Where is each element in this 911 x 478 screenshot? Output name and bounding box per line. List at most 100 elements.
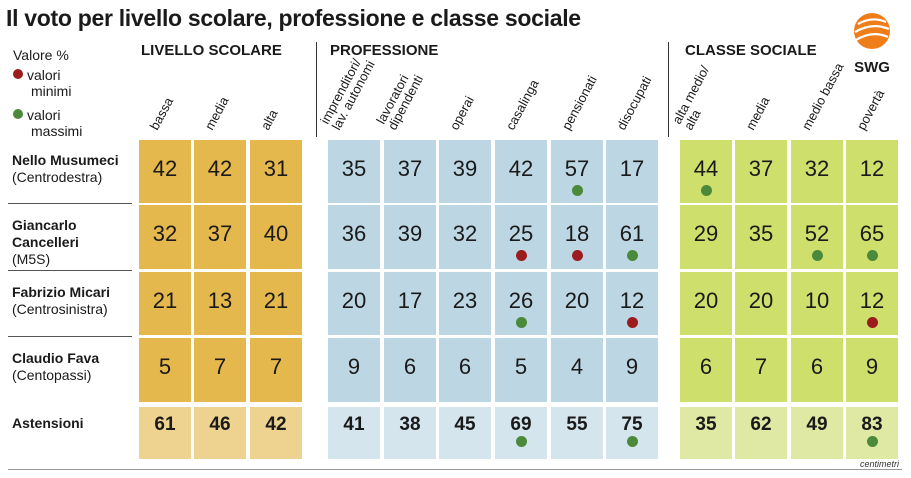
group-separator (668, 42, 669, 137)
table-cell (139, 338, 191, 402)
cell-value: 55 (566, 414, 588, 435)
max-marker-icon (701, 185, 712, 196)
table-cell (250, 407, 302, 459)
table-cell (606, 407, 658, 459)
max-marker-icon (867, 436, 878, 447)
table-cell (139, 272, 191, 335)
cell-value: 17 (619, 156, 645, 181)
row-separator (8, 270, 132, 271)
table-cell (495, 338, 547, 402)
table-cell (791, 272, 843, 335)
table-cell (439, 205, 491, 269)
cell-value: 29 (693, 221, 719, 246)
table-cell (551, 272, 603, 335)
cell-value: 4 (570, 354, 584, 379)
cell-value: 45 (454, 414, 476, 435)
cell-value: 9 (625, 354, 639, 379)
column-header: lavoratori dipendenti (373, 72, 427, 133)
cell-value: 42 (265, 414, 287, 435)
cell-value: 42 (508, 156, 534, 181)
group-title-sociale: CLASSE SOCIALE (685, 42, 817, 59)
max-marker-icon (627, 436, 638, 447)
column-header: alta (257, 106, 281, 133)
cell-value: 46 (209, 414, 231, 435)
table-cell (139, 205, 191, 269)
cell-value: 5 (514, 354, 528, 379)
cell-value: 37 (748, 156, 774, 181)
cell-value: 20 (748, 288, 774, 313)
total-separator (8, 406, 902, 407)
table-cell (680, 205, 732, 269)
cell-value: 23 (452, 288, 478, 313)
row-label: Fabrizio Micari (Centrosinistra) (12, 284, 134, 318)
column-header: media (742, 94, 773, 133)
table-cell (606, 140, 658, 203)
cell-value: 17 (397, 288, 423, 313)
cell-value: 61 (619, 221, 645, 246)
cell-value: 32 (152, 221, 178, 246)
row-name: Claudio Fava (12, 350, 100, 366)
cell-value: 12 (859, 156, 885, 181)
table-cell (384, 272, 436, 335)
table-cell (194, 140, 246, 203)
table-cell (328, 338, 380, 402)
cell-value: 39 (452, 156, 478, 181)
column-header: casalinga (502, 76, 542, 133)
table-cell (439, 272, 491, 335)
table-cell (791, 338, 843, 402)
table-cell (846, 338, 898, 402)
table-cell (551, 338, 603, 402)
row-name: Fabrizio Micari (12, 284, 111, 300)
group-title-scolare: LIVELLO SCOLARE (141, 42, 282, 59)
table-cell (328, 407, 380, 459)
table-cell (439, 338, 491, 402)
cell-value: 25 (508, 221, 534, 246)
row-label: Claudio Fava (Centopassi) (12, 350, 134, 384)
cell-value: 20 (341, 288, 367, 313)
cell-value: 7 (754, 354, 768, 379)
cell-value: 7 (213, 354, 227, 379)
table-cell (439, 140, 491, 203)
row-label: Giancarlo Cancelleri (M5S) (12, 217, 134, 268)
cell-value: 18 (564, 221, 590, 246)
legend-heading: Valore % (13, 47, 69, 63)
cell-value: 44 (693, 156, 719, 181)
cell-value: 6 (403, 354, 417, 379)
cell-value: 83 (861, 414, 883, 435)
cell-value: 21 (263, 288, 289, 313)
column-header: povertà (853, 87, 888, 133)
table-cell (250, 272, 302, 335)
max-marker-icon (516, 436, 527, 447)
max-marker-icon (867, 250, 878, 261)
row-label: Astensioni (12, 415, 134, 432)
credit: centimetri (859, 459, 899, 469)
cell-value: 42 (152, 156, 178, 181)
table-cell (384, 140, 436, 203)
min-dot-icon (13, 69, 23, 79)
row-party: (Centrosinistra) (12, 301, 108, 317)
table-cell (250, 338, 302, 402)
cell-value: 37 (207, 221, 233, 246)
table-cell (328, 272, 380, 335)
swg-logo: SWG (854, 13, 890, 76)
cell-value: 42 (207, 156, 233, 181)
table-cell (384, 338, 436, 402)
cell-value: 49 (806, 414, 828, 435)
group-title-professione: PROFESSIONE (330, 42, 439, 59)
cell-value: 20 (693, 288, 719, 313)
table-cell (606, 338, 658, 402)
row-party: (M5S) (12, 251, 51, 267)
max-marker-icon (627, 250, 638, 261)
cell-value: 6 (810, 354, 824, 379)
column-header: medio bassa (798, 60, 847, 133)
max-dot-icon (13, 109, 23, 119)
legend-max-line2: massimi (31, 123, 83, 139)
column-header: media (201, 94, 232, 133)
cell-value: 35 (748, 221, 774, 246)
table-cell (680, 338, 732, 402)
table-cell (384, 407, 436, 459)
min-marker-icon (516, 250, 527, 261)
cell-value: 65 (859, 221, 885, 246)
column-header: imprenditori/lav. autonomi (317, 56, 378, 133)
